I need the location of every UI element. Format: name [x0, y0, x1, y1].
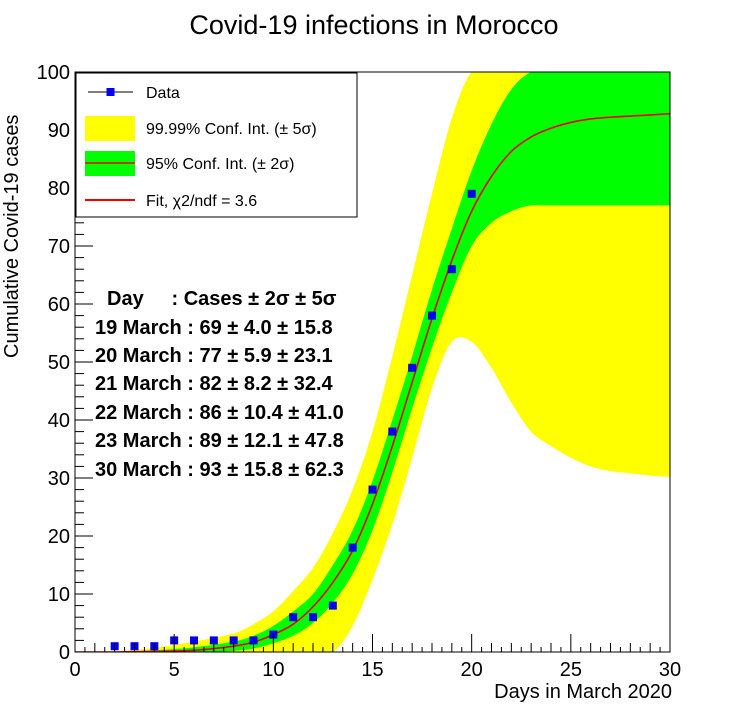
confidence-bands	[75, 72, 670, 652]
x-tick-label: 25	[560, 659, 582, 681]
data-point	[467, 189, 476, 198]
y-tick-label: 40	[48, 410, 70, 432]
y-tick-label: 30	[48, 468, 70, 490]
annotation-line: 30 March : 93 ± 15.8 ± 62.3	[95, 459, 344, 481]
annotations: Day : Cases ± 2σ ± 5σ 19 March : 69 ± 4.0…	[95, 288, 344, 481]
legend-band5-swatch	[85, 116, 135, 141]
y-tick-label: 10	[48, 584, 70, 606]
data-point	[428, 311, 436, 320]
band-5sigma	[75, 72, 670, 652]
y-tick-label: 70	[48, 236, 70, 258]
annotation-line: 23 March : 89 ± 12.1 ± 47.8	[95, 430, 344, 452]
y-tick-label: 100	[37, 62, 70, 84]
legend-label: 99.99% Conf. Int. (± 5σ)	[146, 121, 317, 138]
data-point	[309, 613, 317, 622]
chart-title: Covid-19 infections in Morocco	[189, 10, 558, 40]
y-tick-label: 0	[59, 642, 70, 664]
legend-label: Data	[146, 85, 180, 102]
legend-box	[75, 72, 358, 218]
annotation-line: Day : Cases ± 2σ ± 5σ	[107, 288, 337, 310]
annotation-line: 22 March : 86 ± 10.4 ± 41.0	[95, 402, 344, 424]
x-tick-label: 30	[659, 659, 681, 681]
data-point	[388, 427, 397, 436]
data-point	[368, 485, 377, 494]
data-point	[249, 636, 258, 645]
annotation-line: 20 March : 77 ± 5.9 ± 23.1	[95, 345, 333, 367]
y-tick-label: 90	[48, 120, 70, 142]
y-tick-label: 60	[48, 294, 70, 316]
y-tick-label: 50	[48, 352, 70, 374]
fit-curve-group	[75, 112, 670, 652]
data-point	[348, 543, 357, 552]
data-point	[289, 613, 298, 622]
x-tick-label: 15	[361, 659, 383, 681]
data-point	[209, 636, 218, 645]
data-point	[229, 636, 238, 645]
data-point	[328, 601, 337, 610]
x-tick-label: 10	[262, 659, 284, 681]
annotation-line: 19 March : 69 ± 4.0 ± 15.8	[95, 317, 333, 339]
y-axis-label: Cumulative Covid-19 cases	[1, 115, 23, 358]
legend-label: Fit, χ2/ndf = 3.6	[146, 193, 257, 210]
x-tick-label: 5	[169, 659, 180, 681]
annotation-line: 21 March : 82 ± 8.2 ± 32.4	[95, 373, 334, 395]
data-point	[408, 363, 417, 372]
x-tick-label: 0	[69, 659, 80, 681]
y-tick-label: 20	[48, 526, 70, 548]
x-axis-label: Days in March 2020	[494, 681, 672, 703]
fit-line	[75, 112, 670, 652]
y-tick-label: 80	[48, 178, 70, 200]
legend: Data 99.99% Conf. Int. (± 5σ) 95% Conf. In…	[75, 72, 358, 218]
legend-data-marker	[106, 88, 115, 96]
x-tick-label: 20	[461, 659, 483, 681]
band-2sigma	[75, 72, 670, 652]
data-point	[447, 265, 456, 274]
data-point	[190, 636, 198, 645]
axes: 0 5 10 15 20 25 30 0 10 20 30 40 50 60 70 80 90 100	[37, 62, 682, 681]
legend-label: 95% Conf. Int. (± 2σ)	[146, 156, 295, 173]
